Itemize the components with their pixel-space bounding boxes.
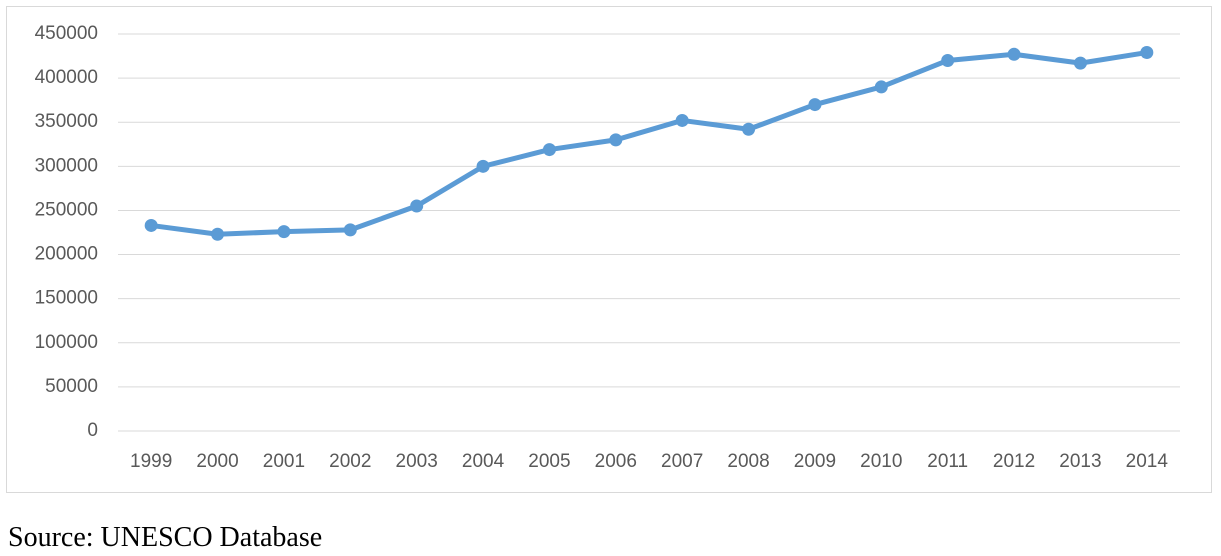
data-point [1007, 47, 1021, 61]
x-tick-label: 2004 [462, 451, 505, 472]
data-point [1073, 56, 1087, 70]
data-point [144, 218, 158, 232]
data-point [343, 223, 357, 237]
data-point [410, 199, 424, 213]
x-tick-label: 2009 [794, 451, 836, 472]
x-tick-label: 2014 [1126, 451, 1169, 472]
data-point [211, 227, 225, 241]
data-line [148, 50, 1150, 237]
data-point [1140, 46, 1154, 60]
chart-frame [6, 6, 1212, 493]
y-tick-label: 0 [87, 420, 98, 441]
x-tick-label: 2013 [1059, 451, 1101, 472]
x-tick-label: 2008 [727, 451, 769, 472]
source-note: Source: UNESCO Database [8, 522, 323, 553]
y-tick-label: 300000 [35, 155, 98, 176]
data-point [675, 113, 689, 127]
chart: 0 50000 100000 150000 200000 250000 300000 3500… [6, 6, 1212, 493]
data-point [874, 80, 888, 94]
y-tick-label: 200000 [35, 244, 98, 265]
x-tick-label: 2001 [263, 451, 305, 472]
data-point [808, 98, 822, 112]
y-tick-label: 100000 [35, 332, 98, 353]
x-tick-label: 2010 [860, 451, 902, 472]
x-tick-label: 2006 [595, 451, 637, 472]
x-tick-label: 2000 [196, 451, 238, 472]
x-tick-label: 2011 [927, 451, 968, 472]
data-point [476, 159, 490, 173]
data-point [542, 143, 556, 157]
data-point [941, 53, 955, 67]
y-tick-label: 150000 [35, 288, 98, 309]
y-tick-label: 50000 [45, 376, 98, 397]
x-tick-label: 2002 [329, 451, 371, 472]
data-point [609, 133, 623, 147]
y-tick-label: 450000 [35, 23, 98, 44]
x-tick-label: 2003 [396, 451, 438, 472]
x-tick-label: 1999 [130, 451, 172, 472]
y-tick-label: 350000 [35, 111, 98, 132]
y-tick-label: 400000 [35, 67, 98, 88]
x-tick-label: 2005 [528, 451, 570, 472]
x-tick-label: 2007 [661, 451, 703, 472]
x-tick-label: 2012 [993, 451, 1035, 472]
data-point [742, 122, 756, 136]
data-point [277, 225, 291, 239]
y-tick-label: 250000 [35, 199, 98, 220]
